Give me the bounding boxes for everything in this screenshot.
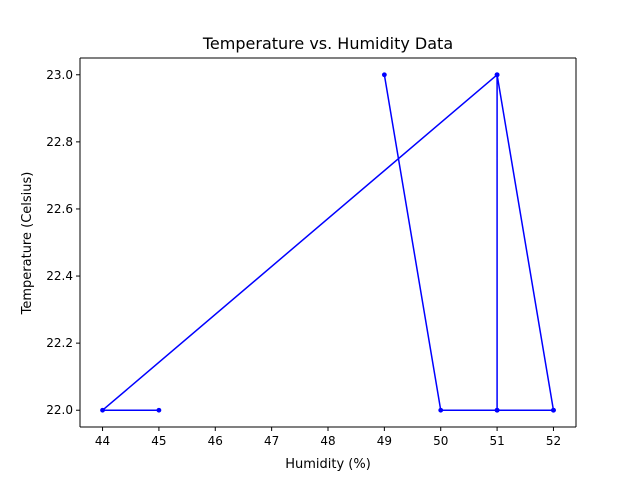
y-tick-label: 22.6 bbox=[46, 202, 73, 216]
data-point-0-6 bbox=[551, 407, 556, 413]
y-tick-label: 22.2 bbox=[46, 336, 73, 350]
x-tick-label: 44 bbox=[95, 434, 110, 448]
y-tick-label: 22.0 bbox=[46, 403, 73, 417]
x-tick-label: 49 bbox=[377, 434, 392, 448]
x-tick-label: 46 bbox=[208, 434, 223, 448]
data-point-0-9 bbox=[381, 72, 387, 78]
x-tick-label: 51 bbox=[489, 434, 504, 448]
data-point-0-1 bbox=[100, 407, 105, 413]
x-tick-label: 48 bbox=[320, 434, 335, 448]
data-point-0-8 bbox=[438, 407, 444, 413]
y-tick-label: 23.0 bbox=[46, 68, 73, 82]
data-point-0-7 bbox=[494, 407, 500, 413]
x-tick-label: 50 bbox=[433, 434, 448, 448]
y-tick-label: 22.4 bbox=[46, 269, 73, 283]
x-axis-label: Humidity (%) bbox=[285, 457, 371, 472]
y-tick-label: 22.8 bbox=[46, 135, 73, 149]
x-tick-label: 47 bbox=[264, 434, 279, 448]
x-tick-label: 52 bbox=[546, 434, 561, 448]
x-tick-label: 45 bbox=[151, 434, 166, 448]
y-axis-label: Temperature (Celsius) bbox=[20, 172, 35, 316]
data-point-0-5 bbox=[494, 72, 500, 78]
plot-area: 44 45 46 47 48 49 50 51 52 22.0 22.2 22.4 22.6 22.8 23… bbox=[46, 57, 577, 448]
series-line-0 bbox=[101, 74, 555, 411]
chart-title: Temperature vs. Humidity Data bbox=[202, 34, 453, 53]
data-point-0-0 bbox=[156, 407, 162, 413]
